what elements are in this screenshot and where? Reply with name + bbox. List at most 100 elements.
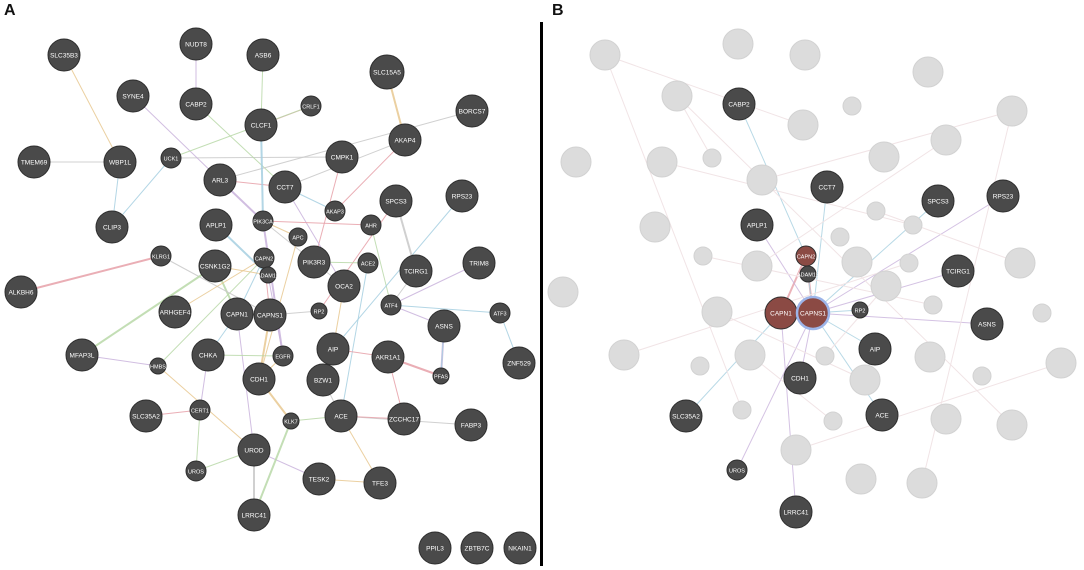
- node-cabp2[interactable]: CABP2: [179, 87, 213, 121]
- node-cmpk1[interactable]: CMPK1: [325, 140, 359, 174]
- node-csnk1g2[interactable]: CSNK1G2: [198, 249, 232, 283]
- node-ace[interactable]: ACE: [324, 399, 358, 433]
- node-cdh1[interactable]: CDH1: [242, 362, 276, 396]
- node-label: TMEM69: [21, 160, 48, 167]
- node-clip3[interactable]: CLIP3: [95, 210, 129, 244]
- node-slc15a5[interactable]: SLC15A5: [369, 54, 405, 90]
- node-uck1[interactable]: UCK1: [160, 147, 182, 169]
- node-adam15[interactable]: ADAM15: [257, 266, 279, 284]
- node-b-asns[interactable]: ASNS: [970, 307, 1004, 341]
- edge-b-capns1-uros: [736, 312, 814, 471]
- node-klk7[interactable]: KLK7: [282, 412, 300, 430]
- node-egfr[interactable]: EGFR: [272, 345, 294, 367]
- node-bzw1[interactable]: BZW1: [306, 363, 340, 397]
- node-nudt8[interactable]: NUDT8: [179, 27, 213, 61]
- node-b-ace[interactable]: ACE: [865, 398, 899, 432]
- node-b-slc35a2[interactable]: SLC35A2: [669, 399, 703, 433]
- node-b-tcirg1[interactable]: TCIRG1: [941, 254, 975, 288]
- node-syne4[interactable]: SYNE4: [116, 79, 150, 113]
- node-b-cct7[interactable]: CCT7: [810, 170, 844, 204]
- node-urod[interactable]: UROD: [237, 433, 271, 467]
- node-slc35a2[interactable]: SLC35A2: [129, 399, 163, 433]
- node-akr1a1[interactable]: AKR1A1: [371, 340, 405, 374]
- node-label: CSNK1G2: [200, 264, 231, 271]
- node-b-rps23[interactable]: RPS23: [986, 179, 1020, 213]
- node-atf3[interactable]: ATF3: [489, 302, 511, 324]
- node-tfe3[interactable]: TFE3: [363, 466, 397, 500]
- node-akap4[interactable]: AKAP4: [388, 123, 422, 157]
- node-pik3r3[interactable]: PIK3R3: [297, 245, 331, 279]
- node-asns[interactable]: ASNS: [427, 309, 461, 343]
- node-crlf1[interactable]: CRLF1: [300, 95, 322, 117]
- node-b-capn1[interactable]: CAPN1: [764, 296, 798, 330]
- node-b-rp2[interactable]: RP2: [851, 301, 869, 319]
- node-ppil3[interactable]: PPIL3: [418, 531, 452, 565]
- node-borcs7[interactable]: BORCS7: [455, 94, 489, 128]
- faded-node: [849, 364, 881, 396]
- faded-node: [912, 56, 944, 88]
- node-rps23[interactable]: RPS23: [445, 179, 479, 213]
- node-wbp1l[interactable]: WBP1L: [103, 145, 137, 179]
- node-asb6[interactable]: ASB6: [246, 38, 280, 72]
- node-spcs3[interactable]: SPCS3: [379, 184, 413, 218]
- node-tesk2[interactable]: TESK2: [302, 462, 336, 496]
- edge-ace-ace2: [340, 262, 369, 417]
- node-uros[interactable]: UROS: [185, 460, 207, 482]
- node-trim8[interactable]: TRIM8: [462, 246, 496, 280]
- node-atf4[interactable]: ATF4: [380, 294, 402, 316]
- node-mfap3l[interactable]: MFAP3L: [65, 338, 99, 372]
- faded-node: [722, 28, 754, 60]
- node-klrg1[interactable]: KLRG1: [150, 245, 172, 267]
- node-pfas[interactable]: PFAS: [432, 367, 450, 385]
- node-b-cabp2[interactable]: CABP2: [722, 87, 756, 121]
- node-tmem69[interactable]: TMEM69: [17, 145, 51, 179]
- node-b-adam15[interactable]: ADAM15: [797, 265, 819, 283]
- node-akap3[interactable]: AKAP3: [324, 200, 346, 222]
- node-b-spcs3[interactable]: SPCS3: [921, 184, 955, 218]
- node-slc35b3[interactable]: SLC35B3: [47, 38, 81, 72]
- node-aplp1[interactable]: APLP1: [199, 208, 233, 242]
- node-hmbs[interactable]: HMBS: [149, 357, 167, 375]
- node-clcf1[interactable]: CLCF1: [244, 108, 278, 142]
- node-aip[interactable]: AIP: [316, 332, 350, 366]
- faded-edge: [875, 210, 1021, 264]
- node-capn1[interactable]: CAPN1: [220, 297, 254, 331]
- node-label: ACE2: [361, 262, 375, 268]
- node-arhgef4[interactable]: ARHGEF4: [158, 295, 192, 329]
- node-capns1[interactable]: CAPNS1: [253, 298, 287, 332]
- node-fabp3[interactable]: FABP3: [454, 408, 488, 442]
- node-ace2[interactable]: ACE2: [357, 252, 379, 274]
- node-b-aip[interactable]: AIP: [858, 332, 892, 366]
- node-label: ARHGEF4: [160, 310, 191, 317]
- node-capn2[interactable]: CAPN2: [253, 247, 275, 269]
- node-b-capn2[interactable]: CAPN2: [795, 245, 817, 267]
- node-label: CAPN1: [770, 311, 792, 318]
- node-nkain1[interactable]: NKAIN1: [503, 531, 537, 565]
- node-znf529[interactable]: ZNF529: [502, 346, 536, 380]
- node-label: ALKBH6: [9, 290, 34, 297]
- node-rp2[interactable]: RP2: [310, 302, 328, 320]
- faded-node: [815, 346, 835, 366]
- node-b-cdh1[interactable]: CDH1: [783, 361, 817, 395]
- node-b-aplp1[interactable]: APLP1: [740, 208, 774, 242]
- node-b-capns1[interactable]: CAPNS1: [795, 295, 831, 331]
- node-tcirg1[interactable]: TCIRG1: [399, 254, 433, 288]
- faded-node: [661, 80, 693, 112]
- node-zcchc17[interactable]: ZCCHC17: [387, 402, 421, 436]
- node-b-uros[interactable]: UROS: [726, 459, 748, 481]
- node-label: AKAP3: [326, 210, 344, 216]
- node-b-lrrc41[interactable]: LRRC41: [779, 495, 813, 529]
- node-apc[interactable]: APC: [288, 227, 308, 247]
- node-cert1[interactable]: CERT1: [189, 399, 211, 421]
- node-arl3[interactable]: ARL3: [203, 163, 237, 197]
- node-zbtb7c[interactable]: ZBTB7C: [460, 531, 494, 565]
- node-ahr[interactable]: AHR: [360, 214, 382, 236]
- node-label: RP2: [314, 310, 325, 316]
- node-chka[interactable]: CHKA: [191, 338, 225, 372]
- node-pik3ca[interactable]: PIK3CA: [252, 210, 274, 232]
- node-cct7[interactable]: CCT7: [268, 170, 302, 204]
- node-label: AIP: [870, 347, 880, 354]
- node-lrrc41[interactable]: LRRC41: [237, 498, 271, 532]
- node-alkbh6[interactable]: ALKBH6: [4, 275, 38, 309]
- node-oca2[interactable]: OCA2: [327, 269, 361, 303]
